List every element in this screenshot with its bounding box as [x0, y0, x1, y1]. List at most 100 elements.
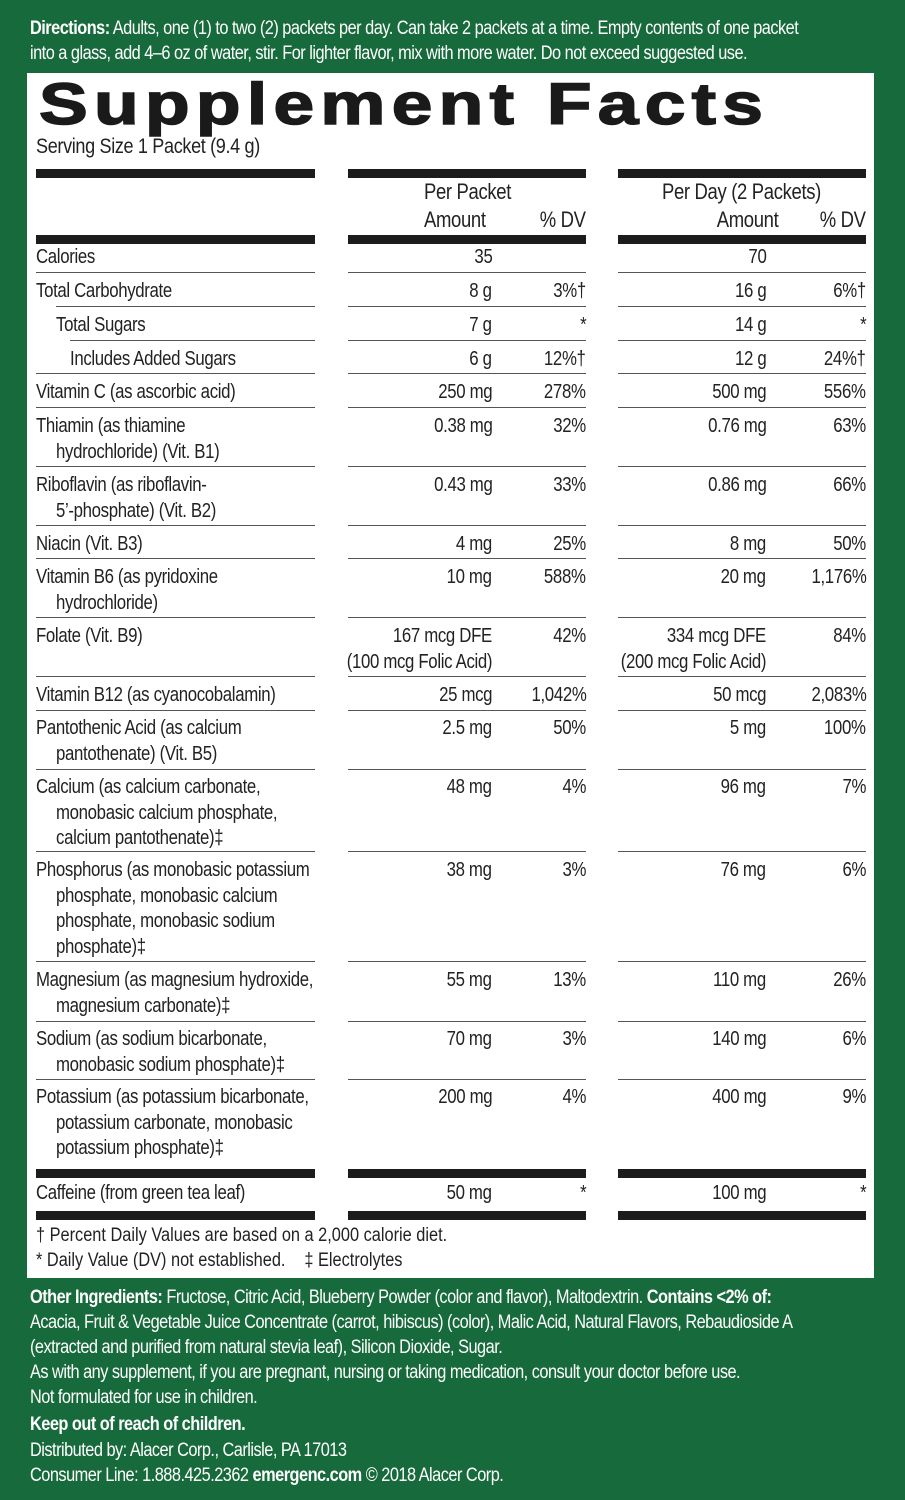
- per-packet-dv: 4%: [562, 776, 586, 798]
- nutrient-name: potassium phosphate)‡: [56, 1137, 224, 1159]
- thick-rule: [36, 169, 315, 178]
- per-packet-dv: 12%†: [544, 348, 586, 370]
- per-day-amount: 96 mg: [720, 776, 766, 798]
- per-day-amount: 76 mg: [720, 859, 766, 881]
- per-day-dv: 100%: [824, 717, 866, 739]
- ingredients-label: Other Ingredients:: [30, 1287, 163, 1308]
- thin-rule: [348, 710, 586, 711]
- per-packet-amount: 250 mg: [437, 381, 492, 403]
- serving-size: Serving Size 1 Packet (9.4 g): [36, 135, 260, 158]
- thin-rule: [36, 466, 315, 467]
- per-day-dv: *: [859, 314, 867, 336]
- thin-rule: [36, 961, 315, 962]
- thick-rule: [618, 1169, 866, 1178]
- per-packet-dv: 588%: [544, 566, 586, 588]
- nutrient-name: Total Carbohydrate: [36, 280, 172, 302]
- per-day-dv: 7%: [842, 776, 866, 798]
- nutrient-name: Caffeine (from green tea leaf): [36, 1182, 246, 1204]
- thin-rule: [618, 961, 866, 962]
- per-day-amount: 12 g: [734, 348, 767, 370]
- per-day-dv: 50%: [833, 533, 866, 555]
- nutrient-name: phosphate)‡: [56, 935, 146, 958]
- footnote-dagger: † Percent Daily Values are based on a 2,…: [36, 1225, 448, 1246]
- copyright: © 2018 Alacer Corp.: [361, 1465, 504, 1486]
- per-packet-amount: 70 mg: [446, 1028, 492, 1050]
- header-amount: Amount: [424, 207, 486, 232]
- per-packet-dv: 25%: [553, 533, 586, 555]
- thin-rule: [36, 617, 315, 618]
- nutrient-name: Vitamin C (as ascorbic acid): [36, 381, 236, 403]
- thin-rule: [36, 1079, 315, 1080]
- per-day-amount: 16 g: [734, 280, 767, 302]
- nutrient-name: monobasic sodium phosphate)‡: [56, 1053, 285, 1076]
- per-packet-dv: 3%†: [553, 280, 586, 302]
- per-packet-dv: *: [579, 1182, 587, 1204]
- thick-rule: [36, 235, 315, 244]
- per-packet-dv: 32%: [553, 415, 586, 437]
- nutrient-name: pantothenate) (Vit. B5): [56, 742, 218, 765]
- ingredients-text-1: Fructose, Citric Acid, Blueberry Powder …: [162, 1287, 647, 1308]
- thin-rule: [618, 617, 866, 618]
- per-day-amount: 110 mg: [713, 969, 766, 991]
- thin-rule: [618, 373, 866, 374]
- nutrient-name: hydrochloride) (Vit. B1): [56, 440, 220, 463]
- per-day-dv: 63%: [833, 415, 866, 437]
- nutrient-name: phosphate, monobasic calcium: [56, 884, 278, 907]
- per-day-dv: 2,083%: [811, 684, 866, 706]
- header-amount-day: Amount: [716, 207, 778, 232]
- per-packet-amount: 167 mcg DFE: [392, 625, 492, 647]
- nutrient-name: Pantothenic Acid (as calcium: [36, 717, 242, 739]
- ingredients-line-2: Acacia, Fruit & Vegetable Juice Concentr…: [30, 1312, 793, 1333]
- nutrient-name: Magnesium (as magnesium hydroxide,: [36, 969, 314, 991]
- thick-rule: [36, 1169, 315, 1178]
- thin-rule: [36, 525, 315, 526]
- header-dv: % DV: [540, 207, 586, 232]
- per-packet-amount: 10 mg: [446, 566, 492, 588]
- thin-rule: [36, 272, 315, 273]
- per-day-amount: 334 mcg DFE: [666, 625, 766, 647]
- nutrient-name: Phosphorus (as monobasic potassium: [36, 859, 310, 881]
- consumer-line-row: Consumer Line: 1.888.425.2362 emergenc.c…: [30, 1463, 793, 1488]
- nutrient-name: Vitamin B6 (as pyridoxine: [36, 566, 218, 588]
- thin-rule: [618, 407, 866, 408]
- thin-rule: [36, 1021, 315, 1022]
- thin-rule: [70, 340, 315, 341]
- per-day-amount: 70: [747, 246, 766, 268]
- thin-rule: [36, 407, 315, 408]
- per-packet-dv: 3%: [562, 1028, 586, 1050]
- per-day-dv: 6%: [842, 859, 866, 881]
- per-packet-amount: 0.43 mg: [433, 474, 493, 496]
- thin-rule: [348, 1079, 586, 1080]
- nutrient-name: Riboflavin (as riboflavin-: [36, 474, 207, 496]
- distributed-by: Distributed by: Alacer Corp., Carlisle, …: [30, 1440, 347, 1461]
- per-packet-dv: 4%: [562, 1086, 586, 1108]
- website-link[interactable]: emergenc.com: [252, 1465, 363, 1486]
- thin-rule: [348, 1021, 586, 1022]
- nutrient-name: Sodium (as sodium bicarbonate,: [36, 1028, 267, 1050]
- thin-rule: [348, 676, 586, 677]
- thin-rule: [618, 769, 866, 770]
- per-day-amount: 8 mg: [729, 533, 766, 555]
- ingredients-line-3: (extracted and purified from natural ste…: [30, 1337, 503, 1358]
- per-packet-amount: 6 g: [469, 348, 493, 370]
- header-per-packet: Per Packet: [424, 179, 512, 204]
- warning-line-2: Not formulated for use in children.: [30, 1387, 258, 1408]
- directions-label: Directions:: [30, 18, 110, 39]
- per-day-dv: 84%: [833, 625, 866, 647]
- thin-rule: [36, 769, 315, 770]
- per-packet-amount: 38 mg: [446, 859, 492, 881]
- nutrient-name: Potassium (as potassium bicarbonate,: [36, 1086, 309, 1108]
- thin-rule: [618, 272, 866, 273]
- nutrient-name: calcium pantothenate)‡: [56, 827, 224, 849]
- thin-rule: [618, 676, 866, 677]
- nutrient-name: Calories: [36, 246, 95, 268]
- thin-rule: [348, 617, 586, 618]
- per-packet-dv: 42%: [553, 625, 586, 647]
- per-day-amount: 20 mg: [720, 566, 766, 588]
- per-packet-amount-note: (100 mcg Folic Acid): [346, 650, 493, 673]
- per-packet-amount: 7 g: [469, 314, 493, 336]
- nutrient-name: Thiamin (as thiamine: [36, 415, 186, 437]
- thin-rule: [618, 1079, 866, 1080]
- thin-rule: [618, 851, 866, 852]
- per-packet-amount: 25 mcg: [438, 684, 492, 706]
